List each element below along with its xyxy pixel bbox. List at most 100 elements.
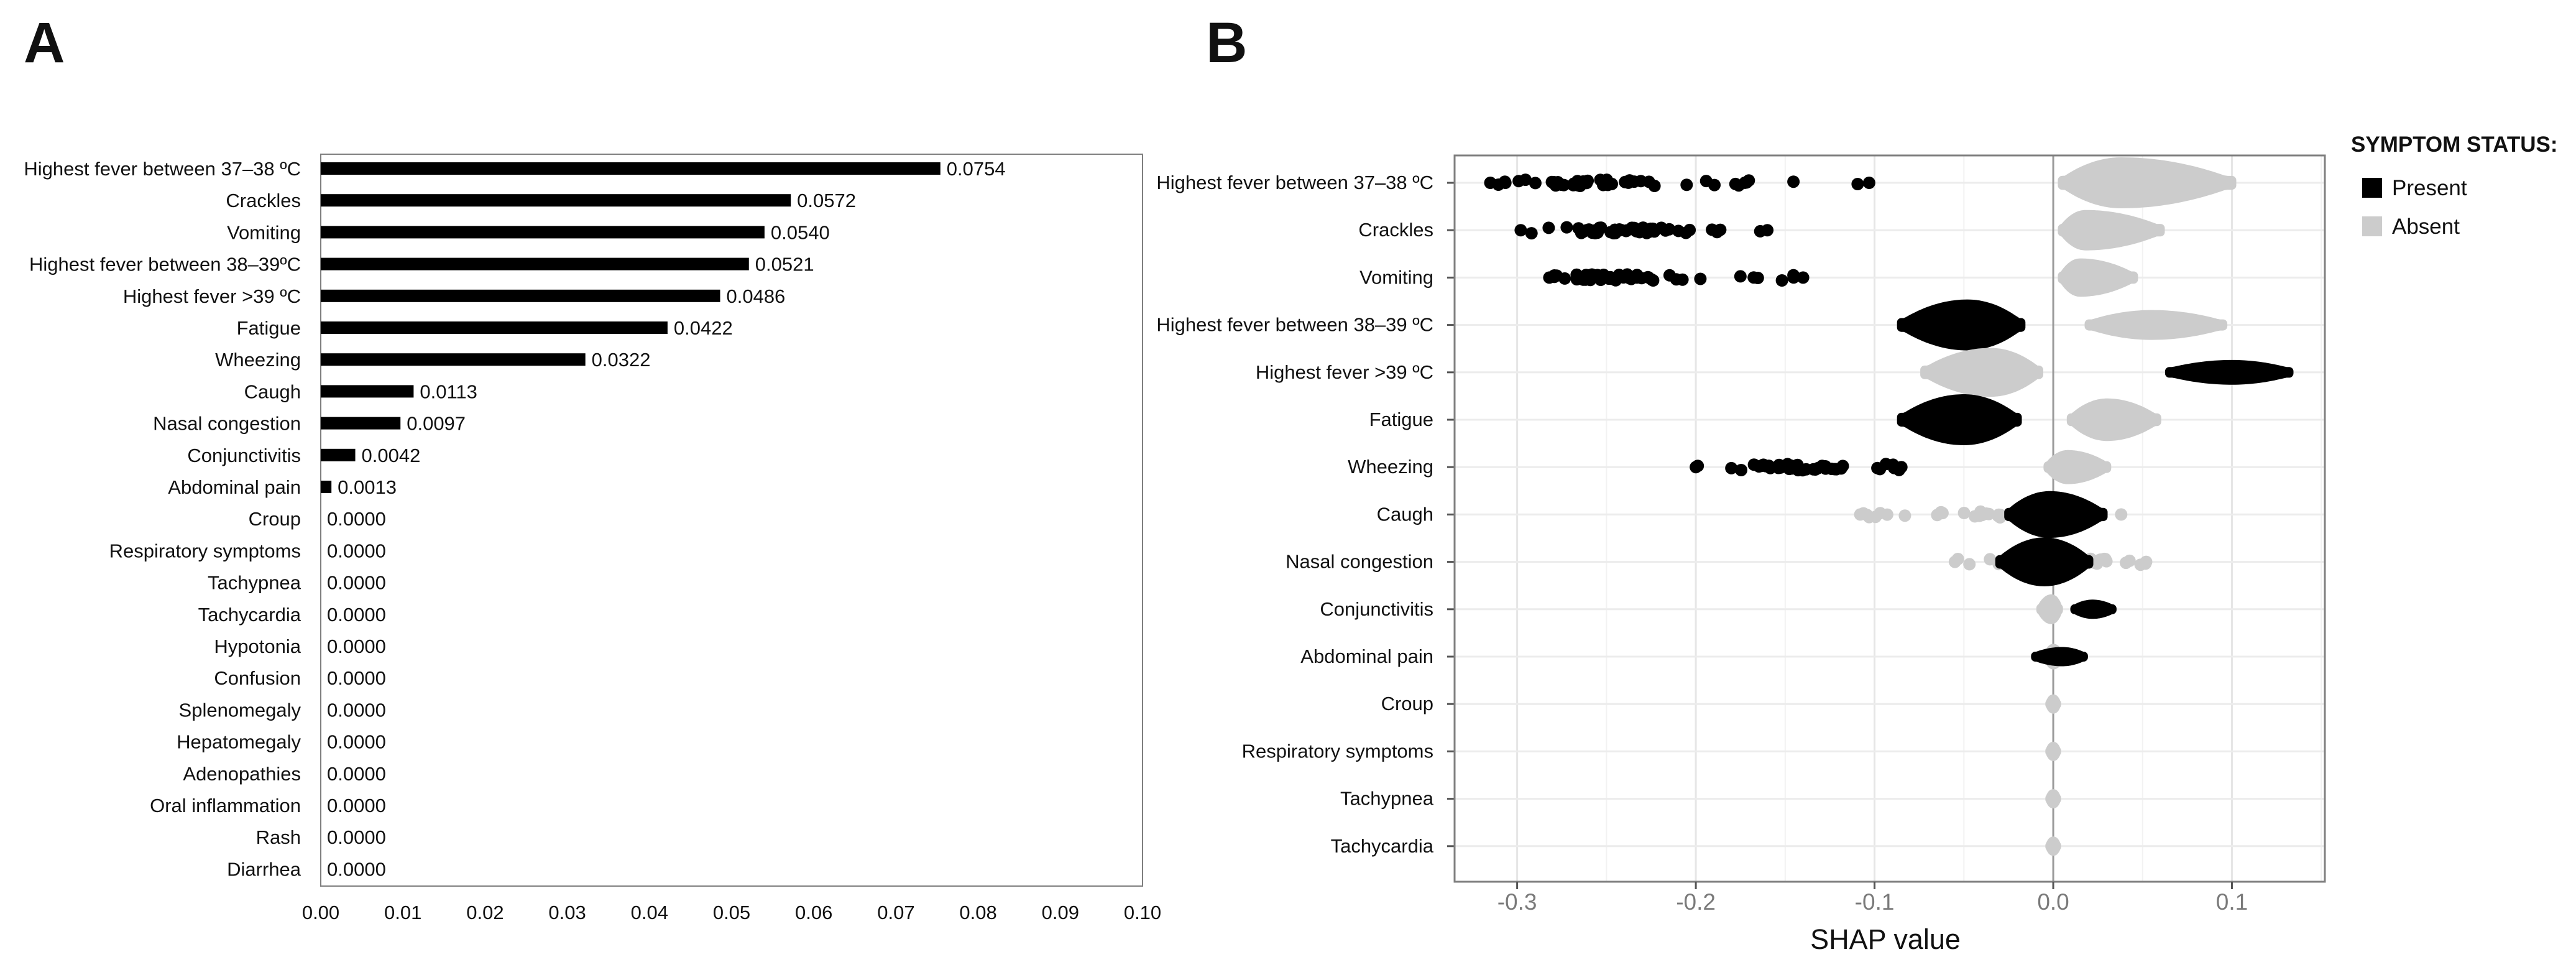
swarm-point [1694,272,1707,285]
category-label: Highest fever >39 ºC [1256,361,1433,383]
category-label: Vomiting [227,221,301,243]
swarm-point [1761,224,1774,237]
category-label: Tachypnea [208,572,301,594]
category-label: Highest fever between 37–38 ºC [1156,172,1433,193]
x-tick-label: 0.04 [631,902,668,923]
bar [321,448,356,461]
category-label: Rash [256,826,301,848]
swarm-point [1567,177,1580,190]
bar [321,162,941,175]
swarm-point [1577,175,1590,188]
swarm-point [2140,555,2153,568]
category-label: Oral inflammation [150,795,301,816]
category-label: Highest fever between 37–38 ºC [24,158,301,180]
bar [321,321,668,334]
swarm-point [1614,223,1627,236]
swarm-point [1725,461,1738,474]
swarm-density [2058,258,2138,297]
swarm-density [1897,299,2026,351]
swarm-point [1994,509,2007,521]
value-label: 0.0322 [592,349,651,371]
swarm-point [1585,268,1598,281]
swarm-point [1498,175,1511,188]
category-label: Conjunctivitis [1320,598,1433,620]
swarm-point [1632,225,1645,238]
swarm-point [1931,509,1944,522]
x-tick-label: 0.00 [302,902,339,923]
swarm-point [1796,271,1810,284]
category-label: Adenopathies [183,763,301,785]
swarm-point [1851,178,1864,190]
swarm-point [1619,175,1632,188]
legend-swatch-present [2362,178,2382,198]
category-label: Confusion [214,667,301,689]
legend: SYMPTOM STATUS: Present Absent [2351,132,2558,239]
category-label: Crackles [1358,219,1433,241]
bar [321,417,401,430]
swarm-density [2045,836,2061,856]
x-tick-label: 0.07 [877,902,914,923]
value-label: 0.0000 [327,635,386,657]
x-tick-label: 0.02 [466,902,504,923]
value-label: 0.0000 [327,763,386,785]
value-label: 0.0521 [755,254,814,275]
category-label: Fatigue [1369,409,1433,430]
swarm-point [1514,224,1527,237]
swarm-point [1862,177,1875,189]
value-label: 0.0000 [327,795,386,816]
x-axis-title: SHAP value [1810,923,1961,955]
swarm-point [1603,272,1616,285]
legend-swatch-absent [2362,216,2382,236]
category-label: Tachycardia [198,604,301,626]
category-label: Tachycardia [1331,835,1434,857]
swarm-density [2070,599,2117,619]
bar [321,289,720,302]
swarm-density [2043,450,2112,484]
swarm-density [2058,157,2237,208]
swarm-point [1555,178,1568,191]
value-label: 0.0013 [338,476,397,498]
swarm-point [1963,558,1976,571]
value-label: 0.0572 [797,190,856,211]
value-label: 0.0113 [420,381,477,402]
category-label: Highest fever between 38–39 ºC [1156,314,1433,336]
value-label: 0.0422 [674,317,733,339]
swarm-point [1734,270,1747,283]
x-tick-label: 0.10 [1124,902,1161,923]
category-label: Tachypnea [1340,788,1434,810]
shap-beeswarm-chart: Highest fever between 37–38 ºC Crackles Vo… [1156,154,2326,955]
swarm-point [1525,227,1538,240]
x-tick-label: 0.06 [795,902,832,923]
swarm-point [1529,177,1542,190]
x-tick-label: 0.09 [1042,902,1079,923]
swarm-point [1948,555,1961,568]
x-tick-label: 0.01 [384,902,421,923]
plot-frame [1453,154,2326,883]
category-label: Highest fever between 38–39ºC [29,254,301,275]
bar [321,481,332,493]
x-tick-label: 0.05 [713,902,750,923]
bar [321,385,414,398]
category-label: Nasal congestion [1286,551,1433,573]
swarm-point [1690,461,1703,474]
category-label: Caugh [1377,503,1433,525]
swarm-density [2058,210,2165,251]
category-label: Abdominal pain [1300,645,1433,667]
category-label: Wheezing [215,349,301,371]
swarm-point [1898,509,1911,522]
swarm-density [2045,741,2061,761]
swarm-point [1543,271,1556,284]
swarm-point [1542,221,1555,234]
swarm-density [1920,348,2043,397]
x-tick-label: 0.0 [2037,889,2069,915]
value-label: 0.0000 [327,667,386,689]
swarm-point [1787,269,1800,282]
panel-a-letter: A [24,11,65,75]
swarm-point [1834,462,1847,475]
x-tick-label: 0.08 [959,902,996,923]
swarm-point [1895,461,1908,474]
swarm-point [1775,274,1788,287]
category-label: Abdominal pain [168,476,301,498]
x-tick-label: -0.2 [1676,889,1716,915]
